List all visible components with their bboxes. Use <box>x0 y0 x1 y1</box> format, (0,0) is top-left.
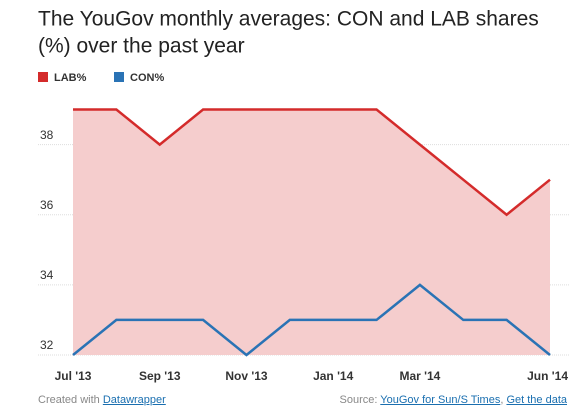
source-link[interactable]: Get the data <box>506 394 567 406</box>
legend-label: LAB% <box>54 72 87 84</box>
y-tick-label: 32 <box>40 338 54 352</box>
x-tick-label: Sep '13 <box>139 369 181 383</box>
source-label: Source: <box>339 394 378 406</box>
line <box>72 283 551 357</box>
x-tick-label: Jan '14 <box>313 369 354 383</box>
y-tick-label: 34 <box>40 268 54 282</box>
legend-label: CON% <box>130 72 164 84</box>
source: Source: YouGov for Sun/S Times, Get the … <box>340 394 568 406</box>
credit: Created with Datawrapper <box>38 394 166 406</box>
x-tick-label: Jul '13 <box>55 369 92 383</box>
y-tick-label: 38 <box>40 128 54 142</box>
credit-link[interactable]: Datawrapper <box>102 394 166 406</box>
chart-title: (%) over the past year <box>38 35 245 58</box>
x-tick-label: Nov '13 <box>225 369 268 383</box>
legend-swatch <box>114 72 124 82</box>
credit-text: Created with <box>38 394 100 406</box>
y-tick-label: 36 <box>40 198 54 212</box>
line <box>73 108 551 217</box>
legend-swatch <box>38 72 48 82</box>
source-link[interactable]: YouGov for Sun/S Times <box>380 394 501 406</box>
chart: The YouGov monthly averages: CON and LAB… <box>38 8 570 383</box>
x-tick-label: Mar '14 <box>399 369 440 383</box>
x-tick-label: Jun '14 <box>527 369 568 383</box>
area <box>73 109 550 356</box>
chart-title: The YouGov monthly averages: CON and LAB… <box>38 8 539 31</box>
source-sep: , <box>500 394 504 406</box>
